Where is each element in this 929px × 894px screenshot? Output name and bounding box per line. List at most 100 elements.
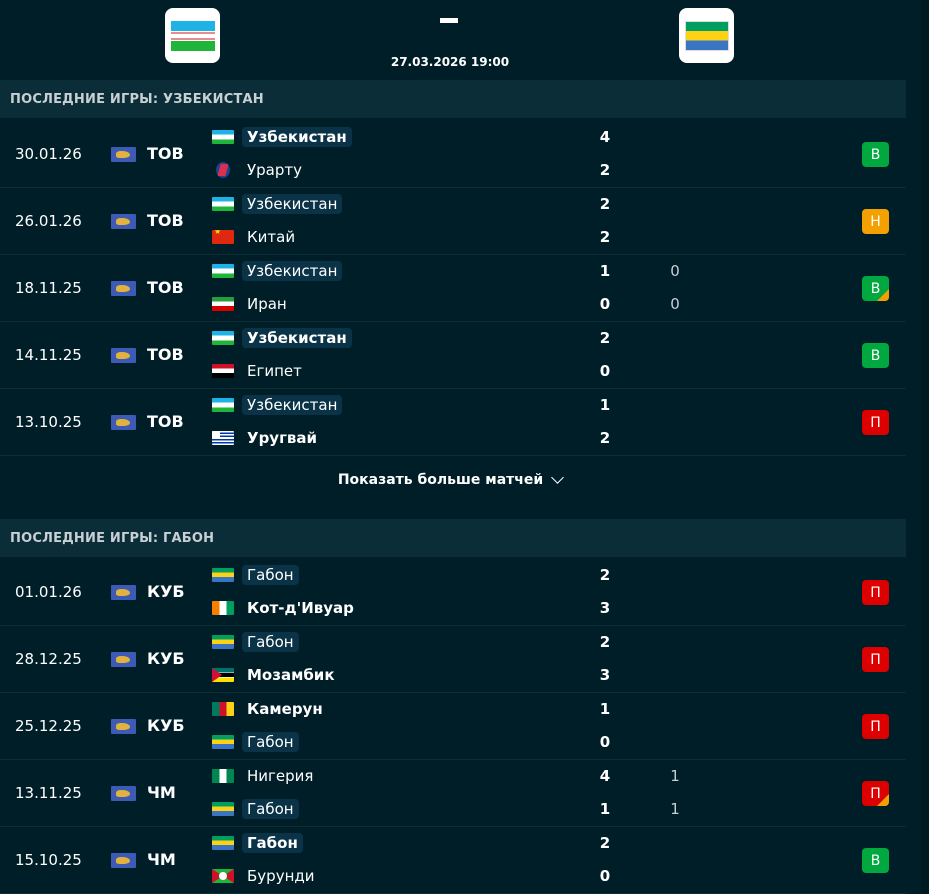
away-team-name: Кот-д'Ивуар [247,599,354,617]
away-score: 1 [599,800,611,818]
chn-flag-icon [212,230,234,244]
result-badge: П [862,781,889,806]
result-badge: В [862,343,889,368]
chevron-down-icon [551,471,565,484]
result-letter: П [870,718,881,735]
result-letter: П [870,584,881,601]
world-map-icon [111,214,136,229]
home-team: Узбекистан [212,260,343,282]
matches-list-gabon: 01.01.26 КУБ Габон Кот-д'Ивуар 2 3 П 28.12.25 КУ… [0,559,906,894]
bdi-flag-icon [212,869,234,883]
away-score: 2 [599,161,611,179]
home-team-name: Узбекистан [242,328,352,348]
competition-label: КУБ [147,582,185,601]
home-team-name: Габон [242,632,299,652]
away-team: Иран [212,293,292,315]
section-header-uzbekistan: ПОСЛЕДНИЕ ИГРЫ: УЗБЕКИСТАН [0,80,906,118]
gab-flag-icon [212,836,234,850]
ury-flag-icon [212,431,234,445]
match-row[interactable]: 28.12.25 КУБ Габон Мозамбик 2 3 П [0,626,906,693]
home-team-name: Узбекистан [242,395,343,415]
away-team-name: Урарту [247,161,302,179]
match-row[interactable]: 30.01.26 ТОВ Узбекистан Урарту 4 2 В [0,121,906,188]
competition-label: ТОВ [147,144,184,163]
away-penalty-score: 0 [670,295,680,313]
result-letter: П [870,785,881,802]
result-badge: В [862,142,889,167]
away-score: 0 [599,362,611,380]
match-date: 18.11.25 [15,279,82,297]
competition-label: КУБ [147,716,185,735]
world-map-icon [111,652,136,667]
match-date: 01.01.26 [15,583,82,601]
match-row[interactable]: 15.10.25 ЧМ Габон Бурунди 2 0 В [0,827,906,894]
result-corner-marker [877,289,889,301]
away-team-name: Уругвай [247,429,318,447]
world-map-icon [111,719,136,734]
match-row[interactable]: 13.11.25 ЧМ Нигерия Габон 4 1 1 1 П [0,760,906,827]
home-penalty-score: 0 [670,262,680,280]
match-row[interactable]: 25.12.25 КУБ Камерун Габон 1 0 П [0,693,906,760]
match-date: 28.12.25 [15,650,82,668]
competition-label: ТОВ [147,278,184,297]
away-score: 2 [599,429,611,447]
match-date: 30.01.26 [15,145,82,163]
away-team: Бурунди [212,865,320,887]
urt-flag-icon [216,162,230,178]
competition-label: КУБ [147,649,185,668]
away-team: Урарту [212,159,307,181]
result-badge: П [862,647,889,672]
uzb-flag-icon [212,197,234,211]
away-score: 0 [599,295,611,313]
result-letter: В [870,146,881,163]
home-team: Габон [212,832,303,854]
home-score: 2 [599,566,611,584]
home-team: Габон [212,564,299,586]
away-team: Мозамбик [212,664,340,686]
result-letter: В [870,347,881,364]
home-team: Габон [212,631,299,653]
world-map-icon [111,147,136,162]
gabon-flag-icon [684,20,729,51]
match-row[interactable]: 26.01.26 ТОВ Узбекистан Китай 2 2 Н [0,188,906,255]
result-badge: П [862,580,889,605]
matches-list-uzbekistan: 30.01.26 ТОВ Узбекистан Урарту 4 2 В 26.01.26 ТО… [0,121,906,456]
away-team-name: Китай [247,228,296,246]
uzb-flag-icon [212,130,234,144]
home-team: Узбекистан [212,193,343,215]
home-team-name: Узбекистан [242,194,343,214]
away-team-logo[interactable] [679,8,734,63]
match-row[interactable]: 14.11.25 ТОВ Узбекистан Египет 2 0 В [0,322,906,389]
result-badge: В [862,848,889,873]
home-penalty-score: 1 [670,767,680,785]
home-team-name: Нигерия [247,767,314,785]
home-team-name: Габон [242,565,299,585]
gab-flag-icon [212,735,234,749]
nga-flag-icon [212,769,234,783]
match-row[interactable]: 18.11.25 ТОВ Узбекистан Иран 1 0 0 0 В [0,255,906,322]
away-score: 2 [599,228,611,246]
home-score: 1 [599,700,611,718]
away-team-name: Габон [242,732,299,752]
home-team: Узбекистан [212,394,343,416]
competition-label: ТОВ [147,345,184,364]
home-team-logo[interactable] [165,8,220,63]
result-badge: Н [862,209,889,234]
result-letter: П [870,414,881,431]
match-row[interactable]: 13.10.25 ТОВ Узбекистан Уругвай 1 2 П [0,389,906,456]
show-more-button[interactable]: Показать больше матчей [0,471,900,488]
competition-label: ЧМ [147,783,176,802]
match-header: 27.03.2026 19:00 [0,0,929,80]
match-date: 13.10.25 [15,413,82,431]
match-datetime: 27.03.2026 19:00 [390,55,510,69]
home-team: Узбекистан [212,327,352,349]
match-row[interactable]: 01.01.26 КУБ Габон Кот-д'Ивуар 2 3 П [0,559,906,626]
match-date: 15.10.25 [15,851,82,869]
home-team-name: Узбекистан [242,127,352,147]
away-score: 3 [599,666,611,684]
home-team: Нигерия [212,765,318,787]
home-score: 4 [599,128,611,146]
home-team-name: Габон [242,833,303,853]
home-score: 2 [599,834,611,852]
scrollbar[interactable] [921,0,929,894]
